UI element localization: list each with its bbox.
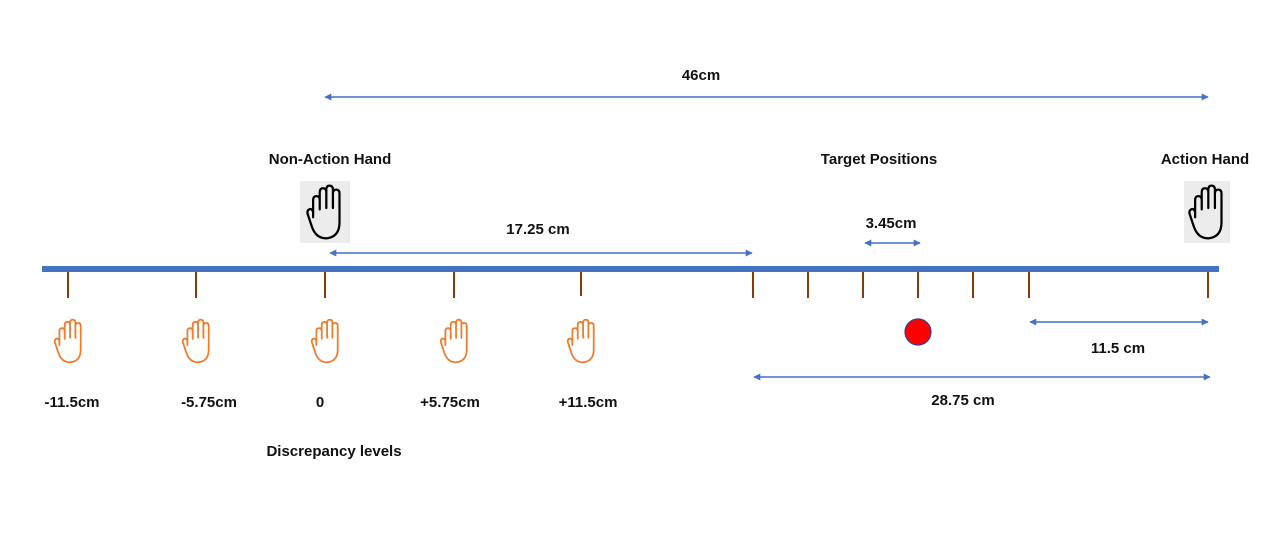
discrepancy-level-label: +5.75cm <box>420 394 480 411</box>
discrepancy-hand-icon <box>310 318 339 364</box>
target-spacing-label: 3.45cm <box>866 215 917 232</box>
discrepancy-level-label: 0 <box>316 394 324 411</box>
discrepancy-level-label: +11.5cm <box>559 394 618 411</box>
discrepancy-level-label: -11.5cm <box>44 394 99 411</box>
hand-to-first-target-label: 17.25 cm <box>506 221 569 238</box>
target-positions-label: Target Positions <box>821 151 937 168</box>
target-dot-icon <box>904 318 932 346</box>
last-target-to-action-label: 11.5 cm <box>1091 340 1145 357</box>
discrepancy-hand-icon <box>53 318 82 364</box>
discrepancy-level-label: -5.75cm <box>181 394 237 411</box>
target-span-to-action-label: 28.75 cm <box>931 392 994 409</box>
action-hand-icon <box>1184 181 1230 243</box>
tick-marks <box>67 272 1209 298</box>
discrepancy-hand-icon <box>566 318 595 364</box>
discrepancy-hand-icon <box>439 318 468 364</box>
non-action-hand-icon <box>300 181 350 243</box>
non-action-hand-label: Non-Action Hand <box>269 151 391 168</box>
total-distance-label: 46cm <box>682 67 720 84</box>
discrepancy-hand-icon <box>181 318 210 364</box>
action-hand-label: Action Hand <box>1161 151 1249 168</box>
discrepancy-levels-title: Discrepancy levels <box>266 443 401 460</box>
